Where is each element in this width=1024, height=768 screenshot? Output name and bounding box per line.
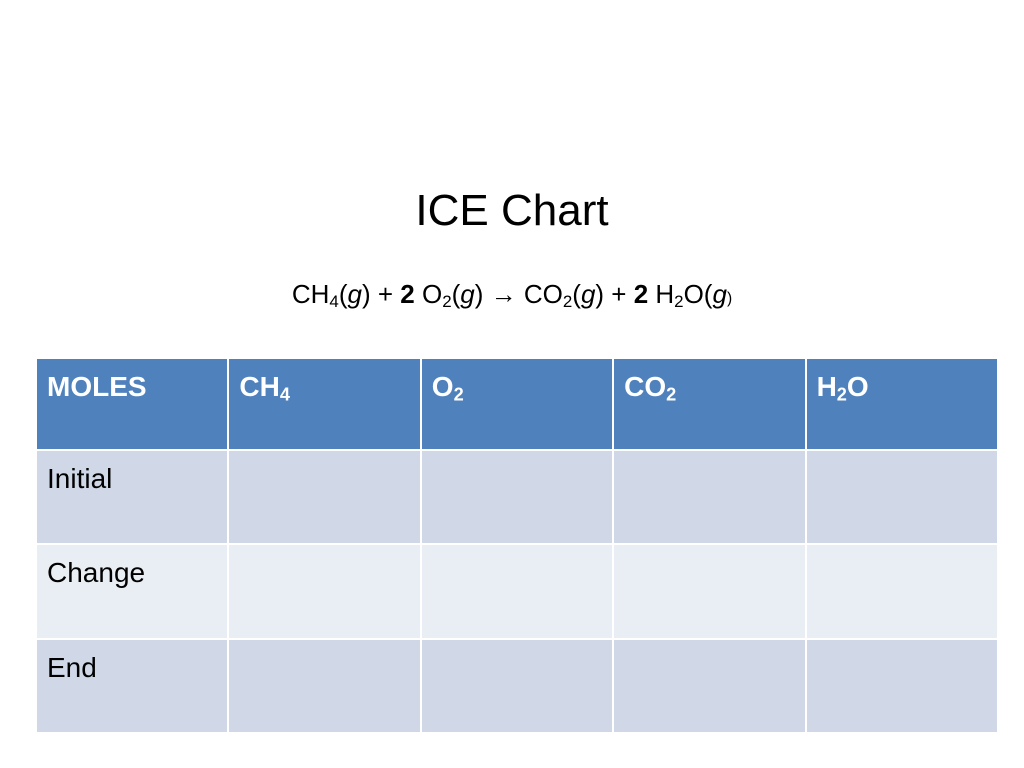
eq-sub: 2: [562, 292, 573, 312]
eq-coef: 2: [633, 279, 649, 309]
eq-arrow: →: [490, 279, 517, 309]
eq-sub: 2: [442, 292, 452, 312]
header-sub: 4: [279, 384, 290, 405]
cell: [227, 448, 422, 546]
cell: [804, 448, 1000, 546]
header-text: O: [846, 371, 869, 402]
row-label: End: [34, 637, 230, 735]
eq-state: g: [580, 279, 596, 309]
cell: [227, 543, 422, 640]
equation: CH4(g) + 2 O2(g) → CO2(g) + 2 H2O(g): [0, 279, 1024, 310]
eq-text: CO: [516, 279, 563, 309]
row-label: Initial: [34, 448, 230, 546]
eq-text: ): [474, 279, 491, 309]
eq-sub: 4: [329, 292, 339, 312]
eq-coef: 2: [400, 279, 415, 309]
cell: [612, 543, 807, 640]
eq-text: ) +: [595, 279, 634, 309]
cell: [419, 448, 615, 546]
cell: [804, 637, 1000, 735]
eq-text: CH: [291, 279, 330, 309]
eq-text: (: [451, 279, 461, 309]
eq-state: g: [712, 279, 727, 309]
header-cell: H2O: [804, 357, 1000, 451]
table-row: End: [34, 637, 1000, 735]
header-text: CH: [239, 371, 280, 402]
eq-sub: 2: [674, 292, 684, 312]
cell: [804, 543, 1000, 640]
cell: [419, 637, 615, 735]
header-row: MOLES CH4 O2 CO2 H2O: [34, 357, 1000, 451]
cell: [227, 637, 422, 735]
eq-state: g: [347, 279, 362, 309]
cell: [419, 543, 615, 640]
eq-state: g: [460, 279, 475, 309]
header-sub: 2: [453, 384, 464, 405]
eq-text: (: [338, 279, 348, 309]
eq-text: ): [726, 290, 733, 307]
header-cell: CO2: [612, 357, 807, 451]
title: ICE Chart: [415, 186, 609, 235]
eq-text: O: [414, 279, 443, 309]
header-text: O: [431, 371, 454, 402]
header-sub: 2: [836, 384, 847, 405]
header-cell: MOLES: [34, 357, 230, 451]
eq-text: (: [572, 279, 581, 309]
header-cell: O2: [419, 357, 615, 451]
row-label: Change: [34, 543, 230, 640]
header-sub: 2: [666, 384, 677, 405]
header-text: MOLES: [47, 371, 147, 402]
header-text: CO: [624, 371, 667, 402]
ice-table: MOLES CH4 O2 CO2 H2O Initial Change End: [34, 357, 1000, 735]
cell: [612, 448, 807, 546]
eq-text: O(: [683, 279, 713, 309]
table-row: Initial: [34, 448, 1000, 546]
eq-text: H: [648, 279, 675, 309]
cell: [612, 637, 807, 735]
header-text: H: [816, 371, 837, 402]
eq-text: ) +: [361, 279, 401, 309]
header-cell: CH4: [227, 357, 422, 451]
table-row: Change: [34, 543, 1000, 640]
